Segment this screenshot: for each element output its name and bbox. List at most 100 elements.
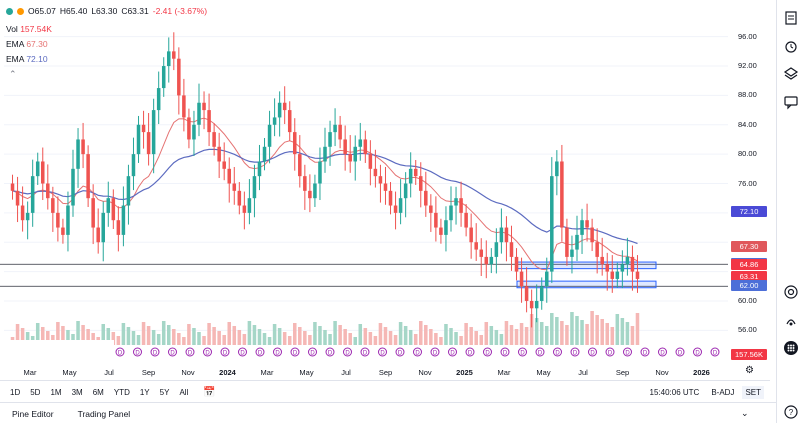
volume-bar xyxy=(403,326,408,345)
event-marker[interactable] xyxy=(343,347,352,357)
volume-bar xyxy=(529,314,534,345)
candle-body xyxy=(474,242,478,250)
candle-body xyxy=(192,124,196,140)
event-marker[interactable] xyxy=(133,347,142,357)
grid-menu-icon[interactable] xyxy=(783,340,799,356)
target-icon[interactable] xyxy=(783,284,799,300)
volume-bar xyxy=(303,331,307,345)
event-marker[interactable] xyxy=(413,347,422,357)
candle-body xyxy=(610,271,615,279)
volume-bar xyxy=(524,327,529,345)
candle-body xyxy=(257,161,262,177)
event-marker[interactable] xyxy=(430,347,440,357)
event-marker[interactable] xyxy=(658,347,667,357)
timeframe-ytd[interactable]: YTD xyxy=(113,387,130,397)
volume-bar xyxy=(161,321,166,345)
event-marker[interactable] xyxy=(693,347,702,357)
event-marker[interactable] xyxy=(308,347,317,357)
event-marker[interactable] xyxy=(465,347,475,357)
event-marker[interactable] xyxy=(395,347,405,357)
event-marker[interactable] xyxy=(238,347,247,357)
signal-icon[interactable] xyxy=(783,312,799,328)
help-icon[interactable]: ? xyxy=(783,404,799,420)
event-marker[interactable] xyxy=(623,347,632,357)
event-marker[interactable] xyxy=(115,347,125,357)
event-marker-glyph: D xyxy=(223,351,228,357)
candle-body xyxy=(348,154,352,162)
tab-trading-panel[interactable]: Trading Panel xyxy=(77,408,131,419)
price-tag-6: 157.56K xyxy=(731,349,767,360)
event-marker[interactable] xyxy=(203,347,212,357)
event-marker[interactable] xyxy=(273,347,282,357)
candle-body xyxy=(81,139,85,155)
timeframe-5y[interactable]: 5Y xyxy=(159,387,170,397)
support-zone-1[interactable] xyxy=(516,280,657,289)
watchlist-icon[interactable] xyxy=(783,10,799,26)
volume-bar xyxy=(418,321,423,345)
candle-body xyxy=(368,154,373,169)
event-marker[interactable] xyxy=(675,347,685,357)
event-marker[interactable] xyxy=(553,347,562,357)
event-marker[interactable] xyxy=(518,347,527,357)
event-marker[interactable] xyxy=(640,347,650,357)
tab-pine-editor[interactable]: Pine Editor xyxy=(12,408,54,419)
event-marker[interactable] xyxy=(290,347,300,357)
event-marker[interactable] xyxy=(483,347,492,357)
event-marker-glyph: D xyxy=(503,351,508,357)
alarm-icon[interactable] xyxy=(783,38,799,54)
calendar-icon[interactable]: 📅 xyxy=(203,386,216,398)
candle-body xyxy=(333,124,337,133)
timeframe-5d[interactable]: 5D xyxy=(30,387,41,397)
event-marker[interactable] xyxy=(220,347,230,357)
ema-fast-legend[interactable]: EMA 67.30 xyxy=(6,39,48,49)
time-label-1: May xyxy=(62,368,77,377)
candle-body xyxy=(30,176,35,213)
volume-bar xyxy=(272,324,277,345)
chat-icon[interactable] xyxy=(783,94,799,110)
timeframe-list: 1D 5D 1M 3M 6M YTD 1Y 5Y All xyxy=(5,388,193,397)
collapse-panel-icon[interactable]: ⌄ xyxy=(741,408,749,418)
session-button[interactable]: SET xyxy=(742,385,764,399)
event-marker[interactable] xyxy=(535,347,545,357)
volume-bar xyxy=(338,325,342,345)
clock-readout[interactable]: 15:40:06 UTC xyxy=(649,387,700,397)
candle-body xyxy=(247,198,252,213)
layers-icon[interactable] xyxy=(783,66,799,82)
candle-body xyxy=(454,198,458,206)
volume-legend[interactable]: Vol 157.54K xyxy=(6,24,52,34)
collapse-legend-icon[interactable]: ⌃ xyxy=(9,69,17,79)
event-marker[interactable] xyxy=(710,347,720,357)
event-marker[interactable] xyxy=(605,347,615,357)
event-marker[interactable] xyxy=(570,347,580,357)
event-marker[interactable] xyxy=(255,347,265,357)
volume-bar xyxy=(343,329,347,345)
timeframe-6m[interactable]: 6M xyxy=(92,387,104,397)
volume-bar xyxy=(166,325,171,345)
settings-gear-icon[interactable]: ⚙ xyxy=(745,365,754,376)
time-label-7: May xyxy=(299,368,314,377)
event-marker[interactable] xyxy=(360,347,370,357)
ema-slow-legend[interactable]: EMA 72.10 xyxy=(6,54,48,64)
timeframe-1y[interactable]: 1Y xyxy=(139,387,150,397)
event-marker[interactable] xyxy=(378,347,387,357)
event-marker[interactable] xyxy=(500,347,510,357)
event-marker[interactable] xyxy=(448,347,457,357)
timeframe-3m[interactable]: 3M xyxy=(71,387,83,397)
volume-bar xyxy=(116,336,121,345)
candle-body xyxy=(449,205,453,221)
event-marker[interactable] xyxy=(150,347,160,357)
volume-bar xyxy=(308,335,312,345)
timeframe-1m[interactable]: 1M xyxy=(50,387,62,397)
adjust-button[interactable]: B-ADJ xyxy=(711,387,735,397)
timeframe-all[interactable]: All xyxy=(179,387,189,397)
volume-bar xyxy=(262,333,267,345)
event-marker[interactable] xyxy=(185,347,195,357)
event-marker[interactable] xyxy=(168,347,177,357)
event-marker[interactable] xyxy=(588,347,597,357)
event-marker[interactable] xyxy=(325,347,335,357)
timeframe-1d[interactable]: 1D xyxy=(10,387,21,397)
price-tick-6: 60.00 xyxy=(738,295,757,305)
volume-bar xyxy=(212,327,216,345)
